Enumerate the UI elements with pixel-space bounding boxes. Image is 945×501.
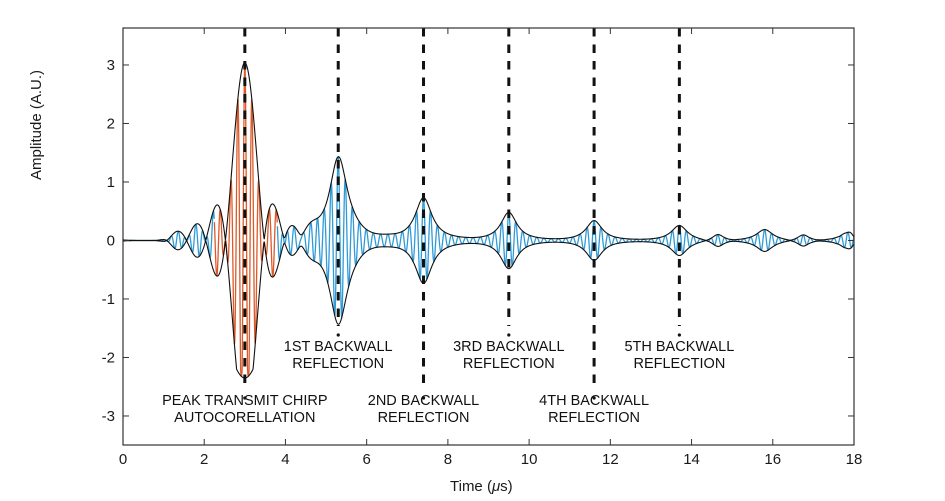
svg-text:8: 8 xyxy=(444,451,452,468)
svg-text:10: 10 xyxy=(521,451,538,468)
svg-text:2: 2 xyxy=(200,451,208,468)
svg-text:0: 0 xyxy=(119,451,127,468)
svg-text:14: 14 xyxy=(683,451,700,468)
svg-text:0: 0 xyxy=(107,233,115,250)
svg-text:2: 2 xyxy=(107,116,115,133)
svg-text:18: 18 xyxy=(846,451,863,468)
svg-text:-2: -2 xyxy=(102,350,115,367)
svg-text:-1: -1 xyxy=(102,291,115,308)
svg-text:12: 12 xyxy=(602,451,619,468)
svg-text:-3: -3 xyxy=(102,408,115,425)
svg-text:4: 4 xyxy=(281,451,289,468)
svg-text:1: 1 xyxy=(107,174,115,191)
svg-text:16: 16 xyxy=(764,451,781,468)
svg-text:3: 3 xyxy=(107,57,115,74)
svg-text:6: 6 xyxy=(362,451,370,468)
